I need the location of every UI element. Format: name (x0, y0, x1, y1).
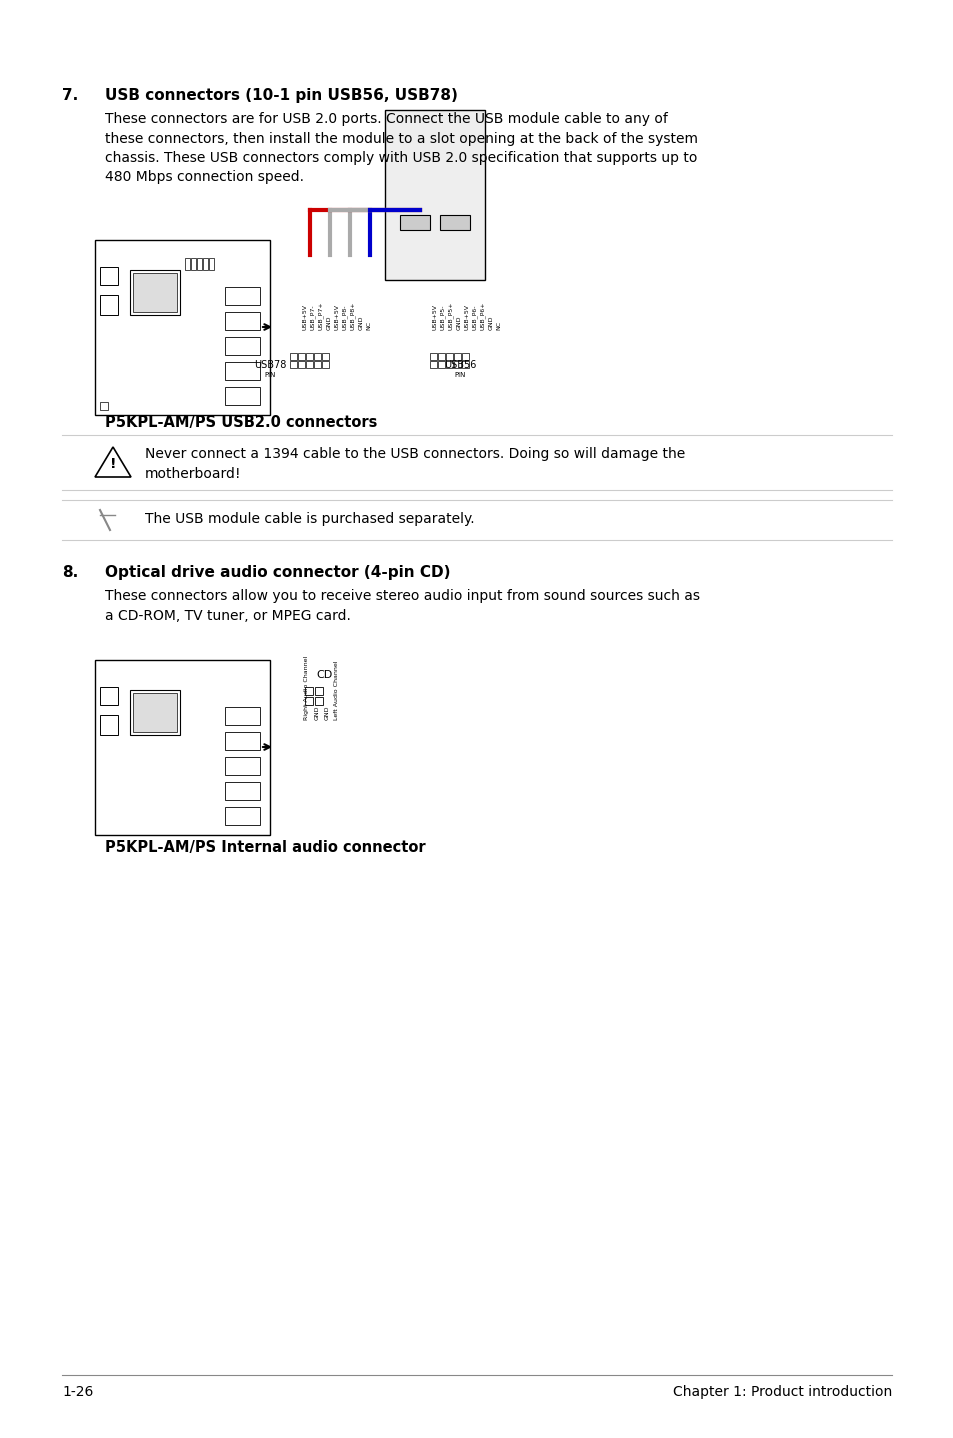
Text: USB_P7+: USB_P7+ (317, 302, 323, 329)
Bar (399, 216, 430, 230)
Bar (290, 361, 296, 368)
Bar (225, 807, 260, 825)
Text: PIN: PIN (264, 372, 275, 378)
Text: GND: GND (324, 706, 329, 720)
Bar (461, 361, 469, 368)
Bar (95, 660, 270, 835)
Text: USB56: USB56 (443, 360, 476, 370)
Bar (225, 362, 260, 380)
Bar (322, 361, 329, 368)
Text: USB_P6-: USB_P6- (472, 305, 477, 329)
Text: Right Audio Channel: Right Audio Channel (304, 656, 309, 720)
Text: GND: GND (488, 315, 493, 329)
Bar (130, 690, 180, 735)
Text: USB+5V: USB+5V (335, 303, 339, 329)
Bar (314, 687, 323, 695)
Text: USB_P5+: USB_P5+ (448, 302, 454, 329)
Bar (305, 687, 313, 695)
Text: USB_P7-: USB_P7- (310, 305, 315, 329)
Bar (100, 267, 118, 285)
Bar (322, 352, 329, 360)
Text: P5KPL-AM/PS USB2.0 connectors: P5KPL-AM/PS USB2.0 connectors (105, 416, 377, 430)
Bar (305, 697, 313, 705)
Bar (185, 257, 190, 270)
Text: USB_P5-: USB_P5- (439, 305, 445, 329)
Bar (306, 352, 313, 360)
Text: USB_P8-: USB_P8- (342, 305, 348, 329)
Text: GND: GND (456, 315, 461, 329)
Text: !: ! (110, 457, 116, 472)
Bar (430, 352, 436, 360)
Bar (430, 361, 436, 368)
Bar (196, 257, 202, 270)
Text: GND: GND (314, 706, 319, 720)
Bar (191, 257, 195, 270)
Bar (297, 352, 305, 360)
Bar (437, 361, 444, 368)
Text: 7.: 7. (62, 88, 78, 104)
Text: GND: GND (326, 315, 331, 329)
Text: USB_P8+: USB_P8+ (350, 302, 355, 329)
Bar (461, 352, 469, 360)
Bar (314, 352, 320, 360)
Text: These connectors are for USB 2.0 ports. Connect the USB module cable to any of
t: These connectors are for USB 2.0 ports. … (105, 112, 698, 184)
Text: Never connect a 1394 cable to the USB connectors. Doing so will damage the
mothe: Never connect a 1394 cable to the USB co… (145, 447, 684, 480)
Bar (132, 693, 177, 732)
Bar (314, 361, 320, 368)
Bar (385, 109, 484, 280)
Bar (100, 403, 108, 410)
Bar (454, 361, 460, 368)
Text: 1-26: 1-26 (62, 1385, 93, 1399)
Bar (290, 352, 296, 360)
Bar (314, 697, 323, 705)
Bar (225, 782, 260, 800)
Bar (454, 352, 460, 360)
Text: GND: GND (358, 315, 363, 329)
Bar (439, 216, 470, 230)
Bar (306, 361, 313, 368)
Bar (225, 312, 260, 329)
Bar (225, 732, 260, 751)
Text: USB78: USB78 (253, 360, 286, 370)
Bar (100, 715, 118, 735)
Bar (100, 295, 118, 315)
Text: USB+5V: USB+5V (464, 303, 469, 329)
Bar (95, 240, 270, 416)
Bar (132, 273, 177, 312)
Bar (225, 756, 260, 775)
Text: Chapter 1: Product introduction: Chapter 1: Product introduction (672, 1385, 891, 1399)
Text: NC: NC (496, 321, 501, 329)
Bar (225, 288, 260, 305)
Text: These connectors allow you to receive stereo audio input from sound sources such: These connectors allow you to receive st… (105, 590, 700, 623)
Bar (437, 352, 444, 360)
Text: Left Audio Channel: Left Audio Channel (335, 660, 339, 720)
Bar (446, 352, 453, 360)
Text: The USB module cable is purchased separately.: The USB module cable is purchased separa… (145, 512, 475, 526)
Bar (446, 361, 453, 368)
Text: 8.: 8. (62, 565, 78, 580)
Bar (297, 361, 305, 368)
Text: USB_P6+: USB_P6+ (479, 302, 485, 329)
Text: USB connectors (10-1 pin USB56, USB78): USB connectors (10-1 pin USB56, USB78) (105, 88, 457, 104)
Text: P5KPL-AM/PS Internal audio connector: P5KPL-AM/PS Internal audio connector (105, 840, 425, 856)
Bar (225, 707, 260, 725)
Text: USB+5V: USB+5V (302, 303, 307, 329)
Text: USB+5V: USB+5V (432, 303, 437, 329)
Bar (225, 336, 260, 355)
Bar (130, 270, 180, 315)
Text: Optical drive audio connector (4-pin CD): Optical drive audio connector (4-pin CD) (105, 565, 450, 580)
Bar (225, 387, 260, 406)
Bar (203, 257, 208, 270)
Polygon shape (95, 447, 131, 477)
Bar (209, 257, 213, 270)
Text: CD: CD (316, 670, 333, 680)
Text: PIN: PIN (454, 372, 465, 378)
Bar (100, 687, 118, 705)
Text: NC: NC (366, 321, 371, 329)
